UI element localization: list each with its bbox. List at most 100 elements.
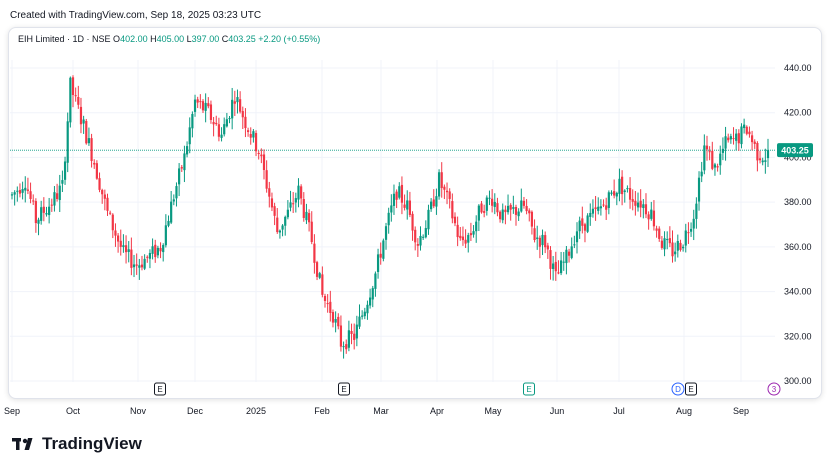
chart-legend: EIH Limited · 1D · NSE O402.00 H405.00 L… (18, 34, 320, 44)
candle-body (674, 251, 677, 255)
candle-body (231, 99, 234, 119)
candle-body (705, 145, 709, 150)
candle-body (236, 97, 239, 103)
candle-body (493, 201, 496, 207)
event-marker[interactable] (338, 382, 350, 396)
candle-body (392, 193, 396, 206)
candle-body (66, 121, 69, 163)
high-label: H (150, 34, 157, 44)
low-label: L (186, 34, 192, 44)
event-marker[interactable] (154, 382, 166, 396)
event-marker[interactable] (685, 382, 697, 396)
candle-body (753, 141, 756, 144)
candle-body (278, 230, 282, 233)
y-tick-label: 340.00 (784, 287, 812, 297)
candle-body (326, 303, 329, 305)
candle-body (424, 228, 427, 238)
candle-body (379, 253, 382, 258)
candle-body (159, 247, 162, 252)
candle-body (307, 213, 311, 223)
candle-body (93, 162, 96, 165)
candle-body (228, 118, 231, 120)
candle-body (440, 172, 443, 189)
last-price-badge (777, 143, 813, 158)
candle-body (594, 207, 597, 210)
candle-body (281, 225, 284, 230)
candle-body (554, 261, 557, 272)
candle-body (711, 150, 714, 169)
candle-body (50, 204, 53, 206)
candle-body (597, 206, 600, 211)
candle-body (289, 202, 292, 208)
candle-body (716, 166, 719, 168)
candle-body (713, 164, 717, 168)
candle-body (284, 216, 287, 226)
candle-body (464, 239, 467, 244)
candle-body (175, 186, 178, 199)
y-tick-label: 360.00 (784, 242, 812, 252)
candle-body (183, 153, 186, 171)
candle-body (565, 249, 568, 264)
candle-body (315, 262, 319, 277)
candle-body (607, 192, 610, 208)
candle-body (416, 244, 419, 246)
candle-body (191, 113, 194, 129)
candle-body (196, 99, 199, 103)
candle-body (437, 172, 441, 197)
candle-body (217, 124, 221, 137)
candle-body (652, 210, 656, 227)
candle-body (403, 204, 406, 208)
time-axis[interactable]: Sep Oct Nov Dec 2025 Feb Mar Apr May Jun Jul Aug Sep (4, 406, 749, 416)
candle-body (358, 316, 361, 327)
event-marker[interactable] (671, 382, 685, 396)
candle-body (252, 131, 255, 138)
candle-body (106, 197, 109, 211)
candle-body (162, 245, 165, 253)
candle-body (501, 209, 504, 221)
candle-body (246, 130, 250, 133)
candle-body (61, 180, 64, 184)
candle-body (615, 192, 618, 197)
candle-body (559, 260, 563, 274)
created-text: Created with TradingView.com, Sep 18, 20… (10, 10, 262, 21)
candle-body (724, 136, 727, 149)
candle-body (154, 244, 157, 258)
candle-body (58, 185, 61, 201)
candle-body (193, 99, 197, 112)
candle-body (103, 194, 106, 199)
candle-body (660, 240, 663, 248)
candle-body (589, 212, 592, 217)
candle-body (408, 200, 411, 215)
candle-body (602, 204, 605, 206)
candle-body (613, 191, 616, 196)
chart-panel[interactable] (8, 27, 822, 399)
candle-body (297, 185, 300, 200)
event-marker[interactable] (767, 382, 781, 396)
candle-body (26, 189, 30, 191)
candle-body (37, 219, 40, 224)
y-tick-label: 420.00 (784, 108, 812, 118)
candle-body (98, 178, 101, 190)
candle-body (538, 237, 541, 247)
candle-body (480, 203, 483, 213)
candle-body (199, 101, 202, 103)
candle-body (323, 295, 327, 301)
candle-body (483, 211, 486, 213)
candle-body (583, 224, 587, 231)
candle-body (117, 235, 120, 242)
candle-body (650, 209, 653, 219)
event-marker[interactable] (523, 382, 535, 396)
price-axis[interactable]: 440.00 420.00 400.00 380.00 360.00 340.00 320.… (784, 63, 812, 386)
candle-body (300, 186, 303, 199)
candle-body (522, 200, 526, 206)
candle-body (631, 199, 634, 202)
candle-body (684, 230, 687, 246)
candle-body (225, 119, 228, 127)
candle-body (626, 188, 629, 190)
candle-body (520, 200, 523, 212)
candle-body (506, 205, 510, 213)
x-tick-label: May (484, 406, 502, 416)
candle-body (766, 150, 770, 159)
